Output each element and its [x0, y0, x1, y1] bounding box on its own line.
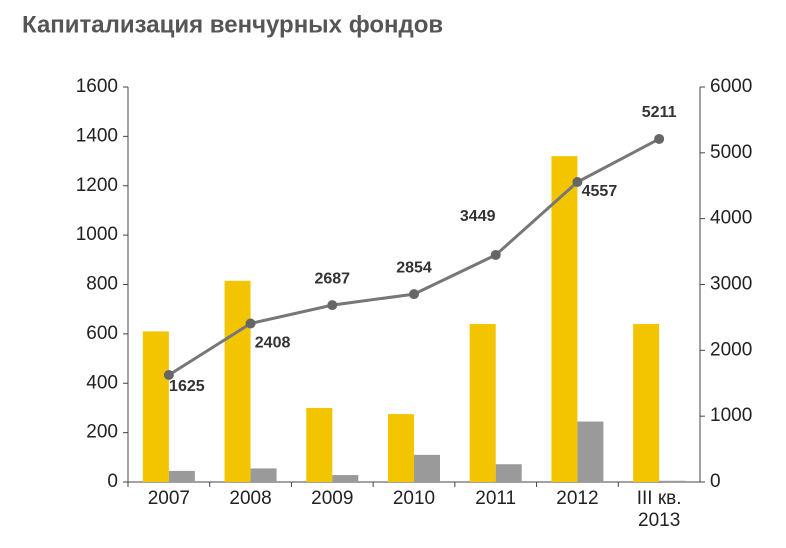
bar — [250, 468, 277, 482]
y-tick-label: 1600 — [76, 76, 118, 97]
line-point — [572, 176, 583, 187]
y2-tick-label: 6000 — [710, 76, 752, 97]
data-label: 2687 — [314, 270, 350, 287]
data-label: 2854 — [396, 259, 432, 276]
y-tick-label: 0 — [107, 471, 118, 492]
bar — [551, 156, 578, 482]
data-label: 4557 — [582, 183, 618, 200]
line-point — [245, 318, 256, 329]
line-point — [327, 300, 338, 311]
y-tick-label: 1400 — [76, 125, 118, 146]
y-tick-label: 1000 — [76, 224, 118, 245]
bar — [633, 324, 660, 482]
y-tick-label: 200 — [86, 422, 118, 443]
x-tick-label: 2007 — [147, 488, 190, 509]
bar — [414, 454, 440, 482]
data-label: 5211 — [642, 104, 677, 121]
y2-tick-label: 4000 — [710, 208, 752, 229]
y-tick-label: 1200 — [76, 175, 118, 196]
x-tick-label: 2012 — [556, 488, 599, 509]
bar — [332, 475, 359, 482]
x-tick-label: 2011 — [475, 488, 517, 509]
line-point — [654, 133, 665, 144]
y2-tick-label: 5000 — [710, 142, 752, 163]
x-tick-label: III кв. 2013 — [636, 488, 682, 531]
y-tick-label: 600 — [86, 323, 118, 344]
x-tick-label: 2010 — [392, 488, 436, 509]
line-point — [163, 370, 174, 381]
y2-tick-label: 2000 — [710, 339, 752, 360]
bar — [306, 407, 333, 482]
chart-title: Капитализация венчурных фондов — [22, 11, 443, 38]
y2-tick-label: 0 — [710, 471, 721, 492]
bar — [469, 324, 496, 482]
y2-tick-label: 1000 — [710, 405, 752, 426]
x-tick-label: 2008 — [229, 488, 272, 509]
bar — [142, 331, 169, 482]
y2-tick-label: 3000 — [710, 274, 752, 295]
data-label: 3449 — [460, 208, 496, 225]
bar — [168, 470, 195, 482]
data-label: 2408 — [255, 335, 291, 352]
line-point — [409, 289, 419, 300]
y-tick-label: 400 — [86, 372, 118, 393]
bar — [577, 421, 604, 482]
bar — [388, 414, 414, 482]
bar — [495, 464, 522, 482]
bar — [224, 280, 251, 482]
data-label: 1625 — [169, 378, 205, 395]
x-tick-label: 2009 — [311, 488, 354, 509]
y-tick-label: 800 — [86, 274, 118, 295]
line-point — [490, 249, 501, 260]
bar — [659, 480, 686, 482]
